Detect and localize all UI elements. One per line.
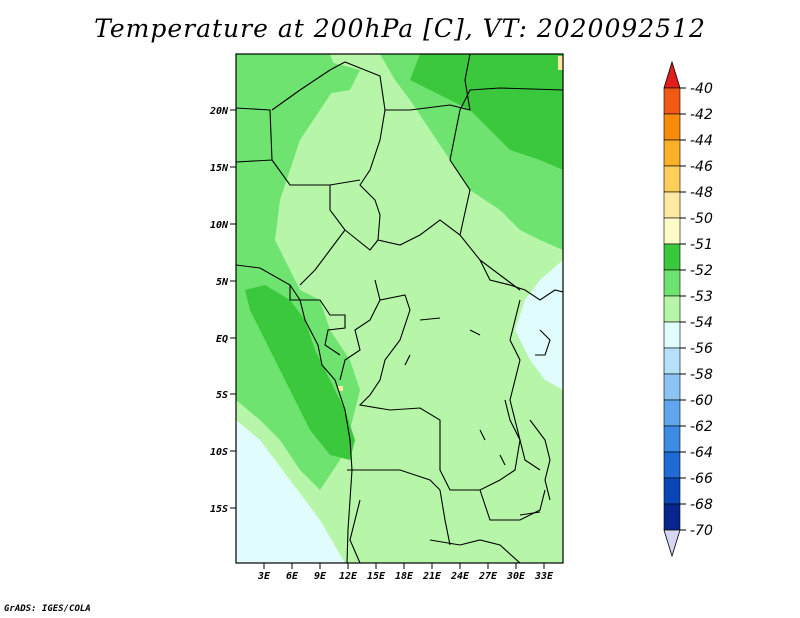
lat-tick-label: 10N (210, 220, 229, 231)
lat-tick-label: 5N (216, 277, 229, 288)
colorbar-label: -46 (690, 159, 713, 175)
lon-tick-label: 3E (257, 571, 271, 582)
colorbar-label: -60 (690, 393, 713, 409)
colorbar-segment (663, 425, 681, 453)
lat-tick-label: 15N (210, 163, 229, 174)
rivers-inland (404, 317, 541, 516)
boundaries (236, 54, 563, 563)
region-lightest (236, 420, 345, 563)
colorbar-bottom-arrow (663, 529, 681, 558)
lat-tick-label: EQ (216, 334, 228, 345)
colorbar-segment (663, 217, 681, 245)
border-north (236, 54, 471, 241)
colorbar-segment (663, 191, 681, 219)
colorbar-label: -68 (690, 497, 713, 513)
lakes-east (509, 299, 551, 501)
lon-tick-label: 30E (506, 571, 526, 582)
lon-tick-label: 33E (534, 571, 554, 582)
border-congo (339, 279, 521, 491)
colorbar-segment (663, 399, 681, 427)
lon-tick-label: 27E (478, 571, 498, 582)
colorbar-label: -42 (690, 107, 713, 123)
credit-text: GrADS: IGES/COLA (4, 604, 91, 614)
colorbar-segment (663, 269, 681, 297)
colorbar-segment (663, 139, 681, 167)
border-east (449, 87, 563, 301)
colorbar-label: -50 (690, 211, 713, 227)
border-central (271, 159, 521, 291)
lon-tick-label: 12E (339, 571, 358, 582)
colorbar-top-arrow (663, 60, 681, 89)
map-frame (235, 53, 564, 564)
lon-tick-label: 6E (286, 571, 299, 582)
lat-tick-label: 5S (216, 390, 228, 401)
colorbar-segment (663, 295, 681, 323)
lat-tick-label: 15S (210, 504, 228, 515)
border-south (347, 469, 546, 563)
colorbar-boxes (663, 87, 681, 531)
colorbar-label: -54 (690, 315, 713, 331)
lat-tick-label: 20N (209, 106, 229, 117)
lat-tick-label: 10S (210, 447, 228, 458)
region-dark-north (300, 60, 360, 95)
colorbar-label: -44 (690, 133, 713, 149)
lon-tick-label: 9E (314, 571, 327, 582)
warm-spot-coast (338, 386, 343, 391)
lon-tick-label: 21E (422, 571, 442, 582)
page-title: Temperature at 200hPa [C], VT: 202009251… (94, 14, 706, 43)
latitude-ticks: 20N 15N 10N 5N EQ 5S 10S 15S (209, 106, 236, 515)
colorbar-segment (663, 451, 681, 479)
colorbar-label: -70 (690, 523, 713, 539)
warm-spot-north (558, 56, 563, 70)
colorbar-label: -56 (690, 341, 713, 357)
border-westcoast (289, 285, 346, 356)
colorbar-label: -52 (690, 263, 713, 279)
lon-tick-label: 24E (450, 571, 470, 582)
colorbar-label: -51 (690, 237, 713, 253)
colorbar-labels: -40 -42 -44 -46 -48 -50 -51 -52 -53 -54 -56 -58 -60 -… (680, 81, 713, 539)
colorbar-segment (663, 347, 681, 375)
colorbar-label: -53 (690, 289, 713, 305)
region-light-inland (355, 270, 510, 500)
colorbar-segment (663, 321, 681, 349)
colorbar-label: -58 (690, 367, 713, 383)
colorbar-label: -40 (690, 81, 713, 97)
colorbar-segment (663, 477, 681, 505)
map-area (236, 54, 563, 563)
region-dark-northeast (410, 54, 563, 170)
colorbar-label: -62 (690, 419, 713, 435)
lon-tick-label: 15E (367, 571, 386, 582)
colorbar: -40 -42 -44 -46 -48 -50 -51 -52 -53 -54 -56 -58 -60 -… (663, 60, 713, 558)
colorbar-segment (663, 165, 681, 193)
region-dark-coast (245, 285, 355, 460)
colorbar-segment (663, 373, 681, 401)
longitude-ticks: 3E 6E 9E 12E 15E 18E 21E 24E 27E 30E 33E (257, 563, 554, 582)
colorbar-label: -64 (690, 445, 713, 461)
coastline-west (236, 264, 353, 563)
colorbar-segment (663, 503, 681, 531)
colorbar-label: -48 (690, 185, 713, 201)
colorbar-segment (663, 243, 681, 271)
colorbar-segment (663, 87, 681, 115)
colorbar-label: -66 (690, 471, 713, 487)
colorbar-segment (663, 113, 681, 141)
lon-tick-label: 18E (395, 571, 414, 582)
